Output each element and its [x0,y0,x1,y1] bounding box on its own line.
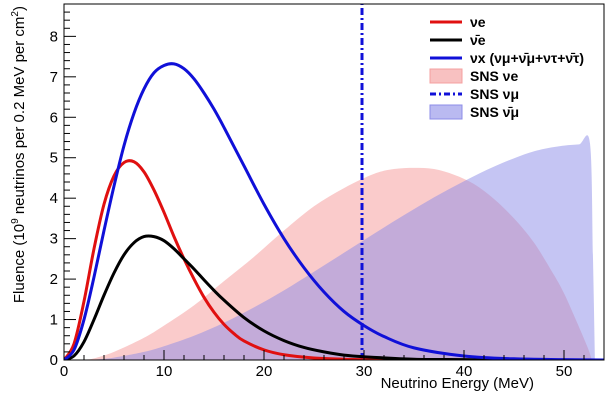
x-tick-label-1: 10 [156,363,173,380]
y-tick-label-0: 0 [50,352,58,369]
y-tick-label-7: 7 [50,69,58,86]
legend-label-2: νx (νμ+ν̄μ+ντ+ν̄τ) [470,50,584,66]
y-tick-label-2: 2 [50,271,58,288]
x-tick-label-2: 20 [256,363,273,380]
series-line-2 [64,62,604,360]
y-tick-label-8: 8 [50,28,58,45]
y-axis-label: Fluence (109 neutrinos per 0.2 MeV per c… [10,6,28,303]
legend: νe ν̄e νx (νμ+ν̄μ+ντ+ν̄τ) SNS νe SNS νμ SNS ν… [429,14,584,120]
x-tick-label-4: 40 [456,363,473,380]
y-tick-label-6: 6 [50,109,58,126]
y-tick-label-4: 4 [50,190,58,207]
x-tick-label-0: 0 [60,363,68,380]
y-tick-label-5: 5 [50,150,58,167]
ylabel-sup-1: 9 [10,218,21,224]
series-area-5 [64,135,595,360]
legend-swatch-5 [429,104,463,120]
series-line-1 [64,234,604,360]
legend-label-4: SNS νμ [470,86,519,102]
y-tick-label-3: 3 [50,231,58,248]
legend-label-3: SNS νe [470,68,518,84]
ylabel-part-1: neutrinos per 0.2 MeV per cm [11,17,28,219]
y-tick-label-1: 1 [50,312,58,329]
ylabel-sup-2: 2 [10,11,21,17]
legend-label-0: νe [470,14,486,30]
legend-label-5: SNS ν̄μ [470,104,519,120]
x-tick-label-3: 30 [356,363,373,380]
x-axis-label: Neutrino Energy (MeV) [381,375,534,392]
filled-areas [64,135,595,360]
axes: 0 10 20 30 40 50 0 1 2 3 4 5 6 7 8 [50,3,605,380]
x-tick-label-5: 50 [556,363,573,380]
ylabel-part-0: Fluence (10 [11,224,28,303]
legend-swatch-3 [429,68,463,84]
ylabel-part-2: ) [11,6,28,11]
legend-label-1: ν̄e [470,32,486,48]
